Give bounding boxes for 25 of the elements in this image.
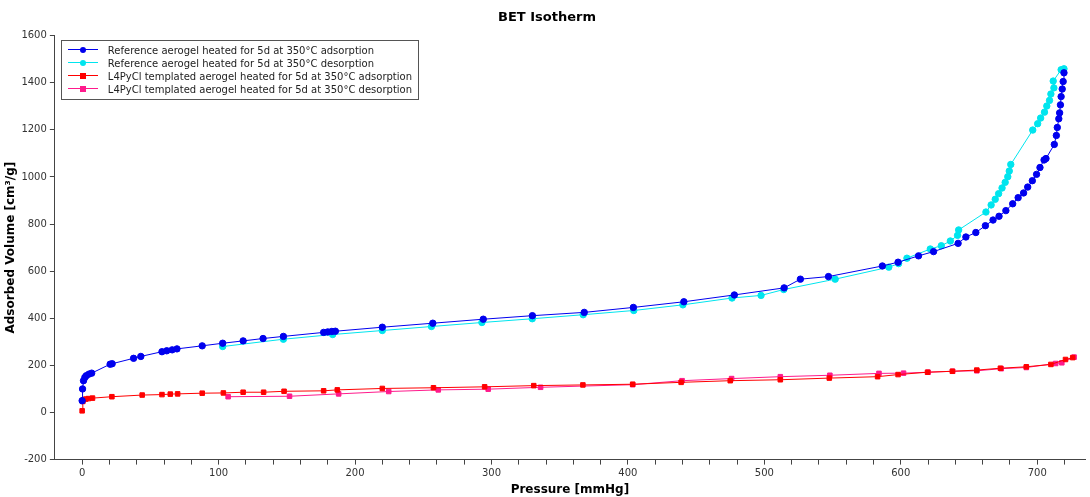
y-axis-title: Adsorbed Volume [cm³/g]: [3, 161, 18, 334]
y-tick-label: 0: [40, 406, 47, 418]
legend-label: L4PyCl templated aerogel heated for 5d at 350°C adsorption: [107, 70, 413, 82]
x-tick-label: 0: [78, 467, 86, 479]
legend-label: Reference aerogel heated for 5d at 350°C adsorption: [107, 44, 375, 56]
x-tick-label: 200: [345, 467, 365, 479]
y-tick-label: -200: [24, 453, 47, 465]
y-tick-label: 1200: [21, 123, 47, 135]
x-tick-label: 600: [891, 467, 911, 479]
x-tick-label: 100: [209, 467, 229, 479]
x-tick-label: 400: [618, 467, 638, 479]
legend-label: Reference aerogel heated for 5d at 350°C desorption: [107, 57, 375, 69]
x-tick-label: 500: [754, 467, 774, 479]
x-axis-title: Pressure [mmHg]: [510, 481, 630, 496]
y-tick-label: 400: [27, 311, 47, 323]
x-tick-label: 300: [481, 467, 502, 479]
y-tick-label: 600: [27, 264, 47, 276]
y-tick-label: 1400: [21, 76, 47, 88]
legend-label: L4PyCl templated aerogel heated for 5d at 350°C desorption: [107, 83, 413, 95]
y-tick-label: 800: [27, 217, 47, 229]
y-tick-label: 1600: [21, 29, 47, 41]
chart-title: BET Isotherm: [498, 9, 596, 25]
y-tick-label: 200: [27, 358, 47, 370]
x-tick-label: 700: [1027, 467, 1047, 479]
y-tick-label: 1000: [21, 170, 47, 182]
